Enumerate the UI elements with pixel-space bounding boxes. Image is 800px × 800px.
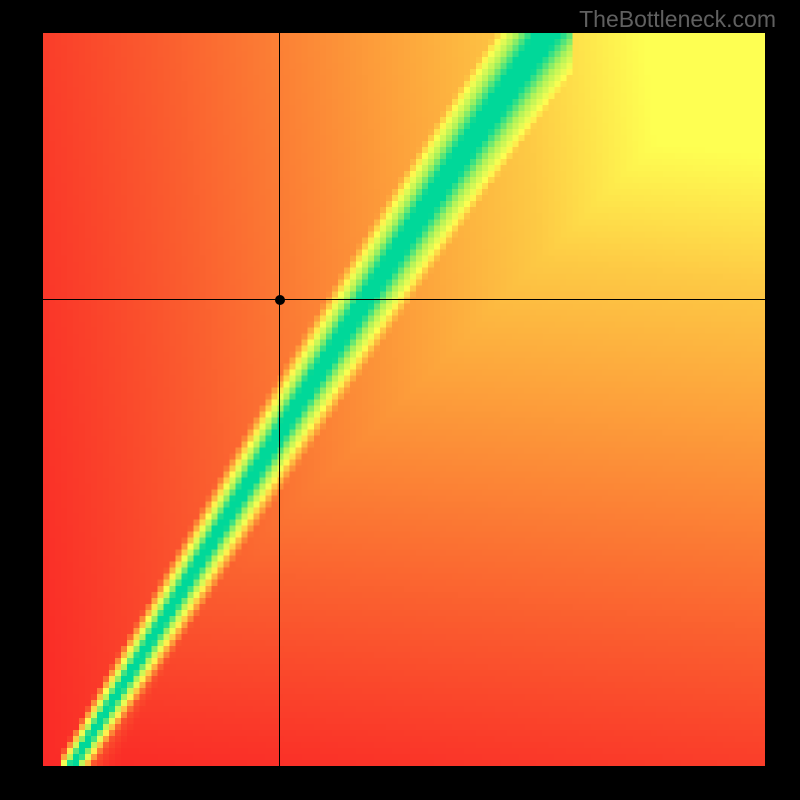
crosshair-vertical [279, 33, 280, 766]
crosshair-marker [275, 295, 285, 305]
crosshair-horizontal [43, 299, 765, 300]
watermark-text: TheBottleneck.com [579, 6, 776, 33]
bottleneck-heatmap [43, 33, 765, 766]
plot-area [43, 33, 765, 766]
